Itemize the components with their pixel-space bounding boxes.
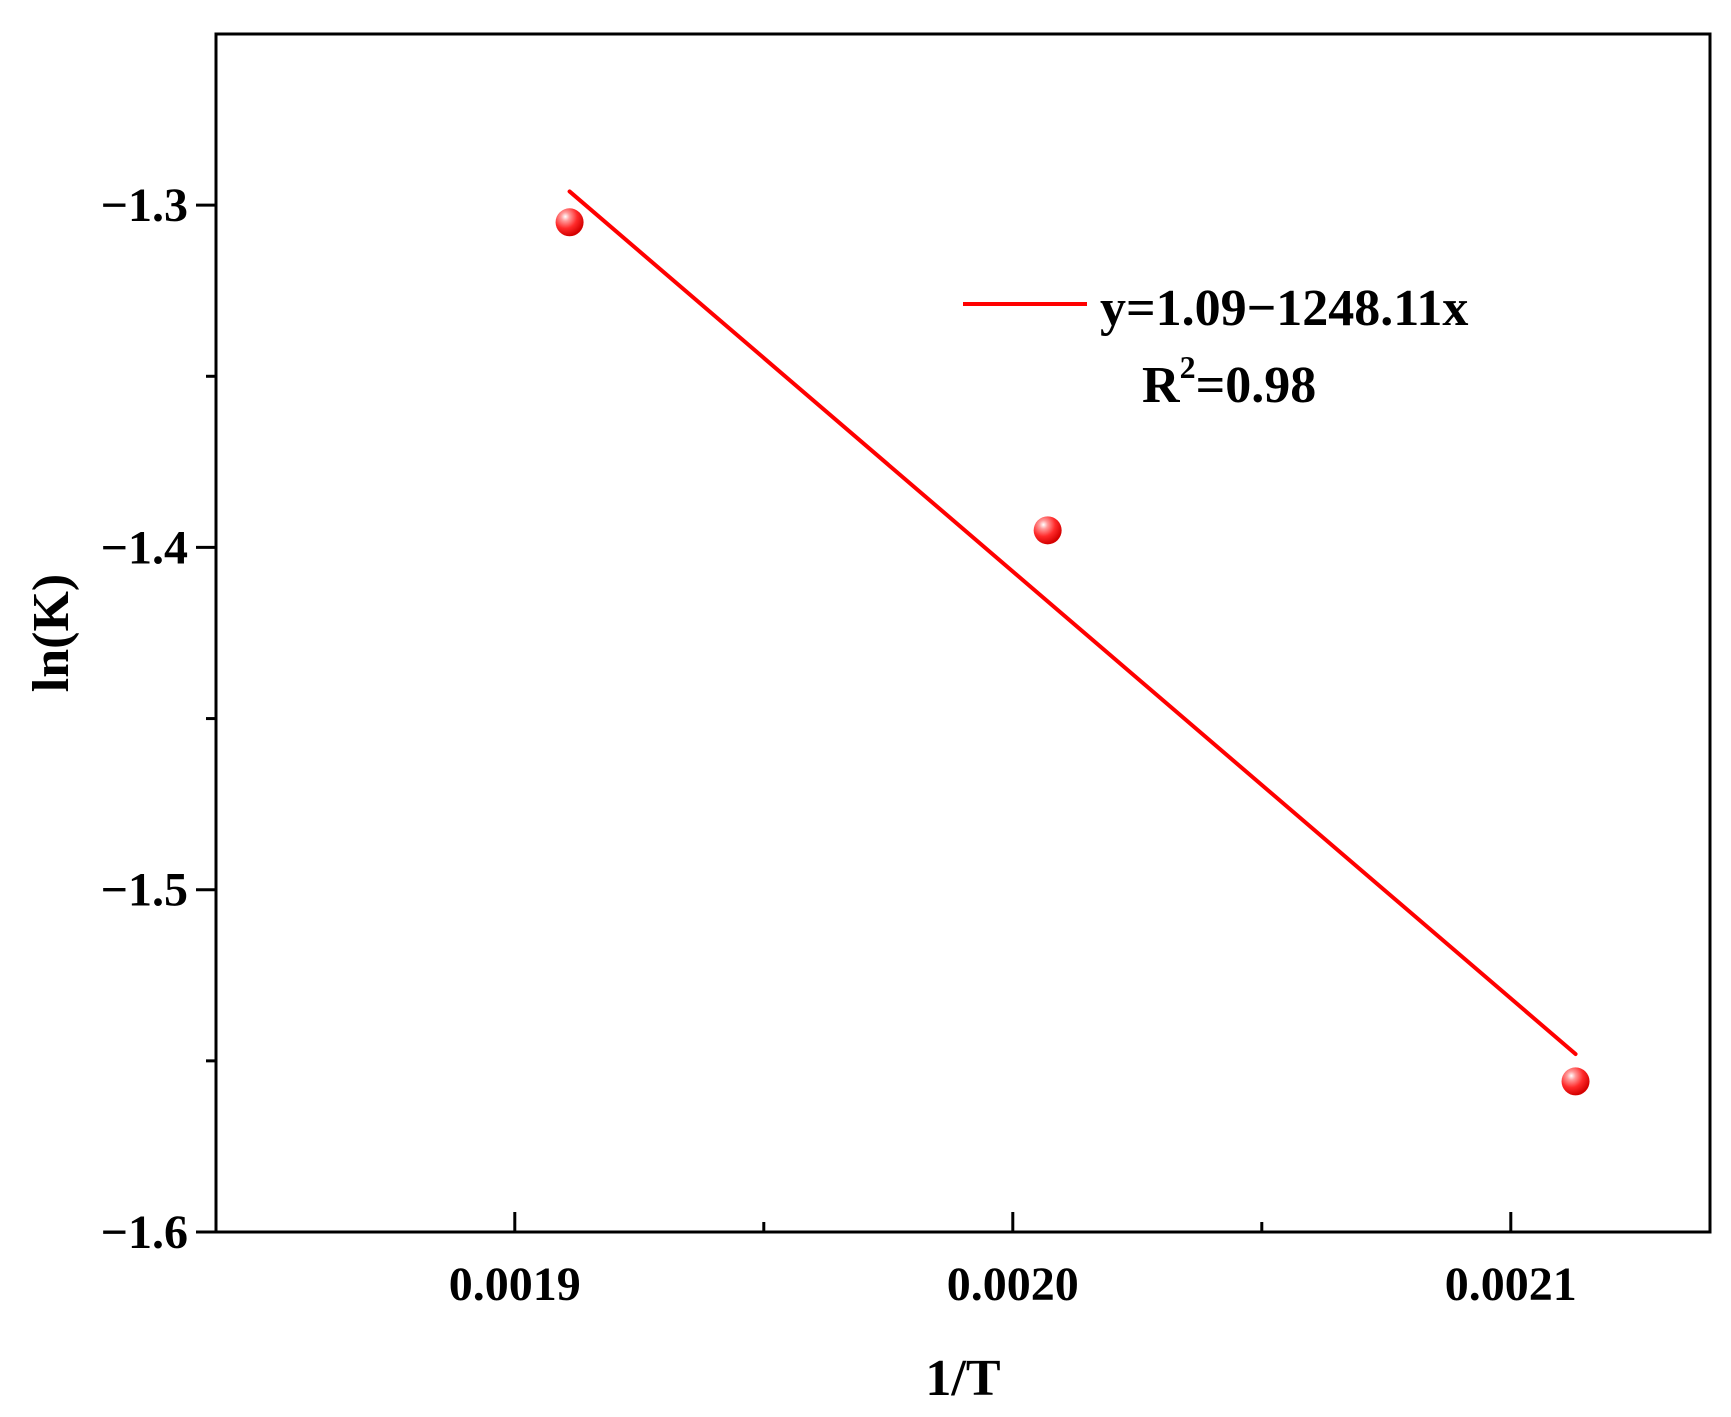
- x-tick-label: 0.0020: [947, 1258, 1079, 1311]
- y-tick-label: −1.5: [101, 864, 188, 917]
- y-tick-label: −1.6: [101, 1206, 188, 1259]
- y-axis-title: ln(K): [23, 574, 80, 692]
- plot-frame: [214, 32, 1712, 1234]
- legend: y=1.09−1248.11x R2=0.98: [963, 280, 1468, 414]
- y-tick-label: −1.4: [101, 521, 188, 574]
- data-point: [555, 208, 584, 237]
- x-axis-title: 1/T: [925, 1350, 1000, 1407]
- data-point: [1561, 1067, 1590, 1096]
- legend-equation: y=1.09−1248.11x: [1100, 280, 1468, 337]
- x-tick-label: 0.0021: [1445, 1258, 1577, 1311]
- x-tick-label: 0.0019: [449, 1258, 581, 1311]
- data-point: [1033, 516, 1062, 545]
- y-tick-label: −1.3: [101, 179, 188, 232]
- legend-r-value: =0.98: [1196, 357, 1317, 414]
- legend-r-superscript: 2: [1180, 349, 1196, 385]
- fit-line: [567, 189, 1578, 1057]
- legend-r-base: R: [1142, 357, 1181, 414]
- legend-r-squared: R2=0.98: [1142, 349, 1316, 414]
